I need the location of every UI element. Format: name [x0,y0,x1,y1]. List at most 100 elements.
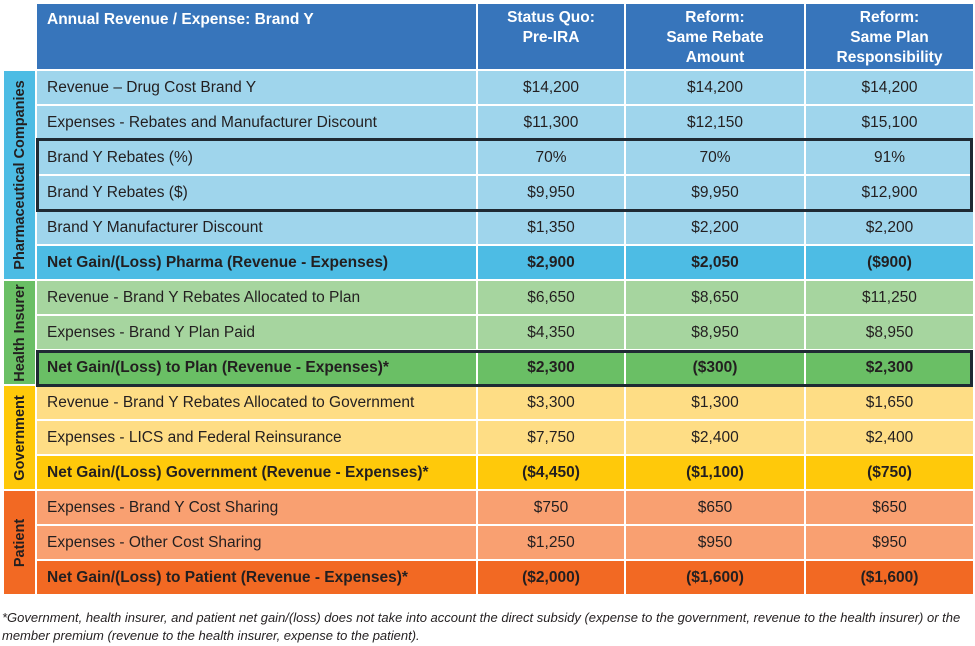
cell-value: $11,300 [476,104,626,141]
cell-value: ($1,600) [624,559,806,596]
group-label-government: Government [2,384,37,491]
cell-value: 70% [624,139,806,176]
row-label: Brand Y Manufacturer Discount [35,209,478,246]
row-label: Revenue - Brand Y Rebates Allocated to P… [35,279,478,316]
net-row-pharma: Net Gain/(Loss) Pharma (Revenue - Expens… [3,244,975,281]
cell-value: $8,950 [624,314,806,351]
net-row-insurer: Net Gain/(Loss) to Plan (Revenue - Expen… [3,349,975,386]
row-label: Net Gain/(Loss) to Plan (Revenue - Expen… [35,349,478,386]
cell-value: $2,400 [804,419,975,456]
footnote: *Government, health insurer, and patient… [2,610,961,643]
net-row-patient: Net Gain/(Loss) to Patient (Revenue - Ex… [3,559,975,596]
cell-value: ($1,100) [624,454,806,491]
table-row: Brand Y Rebates ($) $9,950 $9,950 $12,90… [3,174,975,211]
cell-value: $8,650 [624,279,806,316]
cell-value: $2,900 [476,244,626,281]
cell-value: ($2,000) [476,559,626,596]
table-row: Brand Y Rebates (%) 70% 70% 91% [3,139,975,176]
cell-value: $8,950 [804,314,975,351]
cell-value: 70% [476,139,626,176]
row-label: Net Gain/(Loss) Government (Revenue - Ex… [35,454,478,491]
column-header-line: Reform: [685,9,745,26]
cell-value: ($750) [804,454,975,491]
revenue-expense-table: Annual Revenue / Expense: Brand Y Status… [2,2,975,596]
cell-value: 91% [804,139,975,176]
header-row: Annual Revenue / Expense: Brand Y Status… [2,2,975,71]
table-row: Expenses - LICS and Federal Reinsurance … [3,419,975,456]
cell-value: $1,250 [476,524,626,561]
cell-value: $14,200 [804,69,975,106]
row-label: Revenue - Brand Y Rebates Allocated to G… [35,384,478,421]
cell-value: $14,200 [624,69,806,106]
table-row: Brand Y Manufacturer Discount $1,350 $2,… [3,209,975,246]
column-header-line: Responsibility [836,49,943,66]
cell-value: $2,300 [804,349,975,386]
group-label-patient: Patient [2,489,37,596]
cell-value: $6,650 [476,279,626,316]
table-row: Expenses - Brand Y Plan Paid $4,350 $8,9… [3,314,975,351]
cell-value: $2,300 [476,349,626,386]
row-label: Expenses - LICS and Federal Reinsurance [35,419,478,456]
column-header-line: Amount [685,49,745,66]
column-header-line: Same Rebate [666,29,764,46]
column-header-line: Pre-IRA [522,29,580,46]
table-row: Government Revenue - Brand Y Rebates All… [2,384,975,491]
cell-value: $650 [804,489,975,526]
row-label: Expenses - Rebates and Manufacturer Disc… [35,104,478,141]
cell-value: ($300) [624,349,806,386]
group-label-text: Government [11,394,28,481]
cell-value: $9,950 [624,174,806,211]
cell-value: $2,400 [624,419,806,456]
column-header-line: Status Quo: [507,9,595,26]
row-label: Net Gain/(Loss) to Patient (Revenue - Ex… [35,559,478,596]
cell-value: $2,200 [804,209,975,246]
table-row: Health Insurer Revenue - Brand Y Rebates… [2,279,975,386]
column-header-same-plan: Reform: Same Plan Responsibility [804,2,975,71]
cell-value: $3,300 [476,384,626,421]
row-label: Net Gain/(Loss) Pharma (Revenue - Expens… [35,244,478,281]
column-header-same-rebate: Reform: Same Rebate Amount [624,2,806,71]
cell-value: $14,200 [476,69,626,106]
row-label: Brand Y Rebates (%) [35,139,478,176]
cell-value: $1,350 [476,209,626,246]
group-label-text: Patient [11,518,28,567]
group-label-insurer: Health Insurer [2,279,37,386]
cell-value: $15,100 [804,104,975,141]
group-label-pharma: Pharmaceutical Companies [2,69,37,281]
row-label: Revenue – Drug Cost Brand Y [35,69,478,106]
cell-value: ($1,600) [804,559,975,596]
table-row: Expenses - Other Cost Sharing $1,250 $95… [3,524,975,561]
cell-value: $7,750 [476,419,626,456]
row-label: Expenses - Brand Y Plan Paid [35,314,478,351]
table-row: Patient Expenses - Brand Y Cost Sharing … [2,489,975,596]
table-title: Annual Revenue / Expense: Brand Y [35,2,478,71]
cell-value: $2,050 [624,244,806,281]
row-label: Expenses - Other Cost Sharing [35,524,478,561]
cell-value: $1,650 [804,384,975,421]
group-label-text: Pharmaceutical Companies [11,80,28,270]
cell-value: $11,250 [804,279,975,316]
net-row-government: Net Gain/(Loss) Government (Revenue - Ex… [3,454,975,491]
group-label-text: Health Insurer [11,283,28,382]
cell-value: $2,200 [624,209,806,246]
cell-value: ($900) [804,244,975,281]
header-blank-cell [2,2,37,71]
cell-value: $750 [476,489,626,526]
row-label: Brand Y Rebates ($) [35,174,478,211]
cell-value: $650 [624,489,806,526]
cell-value: $9,950 [476,174,626,211]
cell-value: $4,350 [476,314,626,351]
column-header-status-quo: Status Quo: Pre-IRA [476,2,626,71]
cell-value: $12,900 [804,174,975,211]
cell-value: $950 [624,524,806,561]
cell-value: ($4,450) [476,454,626,491]
table-row: Expenses - Rebates and Manufacturer Disc… [3,104,975,141]
revenue-expense-table-container: Annual Revenue / Expense: Brand Y Status… [2,2,975,596]
cell-value: $12,150 [624,104,806,141]
table-row: Pharmaceutical Companies Revenue – Drug … [2,69,975,281]
row-label: Expenses - Brand Y Cost Sharing [35,489,478,526]
cell-value: $1,300 [624,384,806,421]
cell-value: $950 [804,524,975,561]
column-header-line: Reform: [859,9,920,26]
column-header-line: Same Plan [850,29,929,46]
